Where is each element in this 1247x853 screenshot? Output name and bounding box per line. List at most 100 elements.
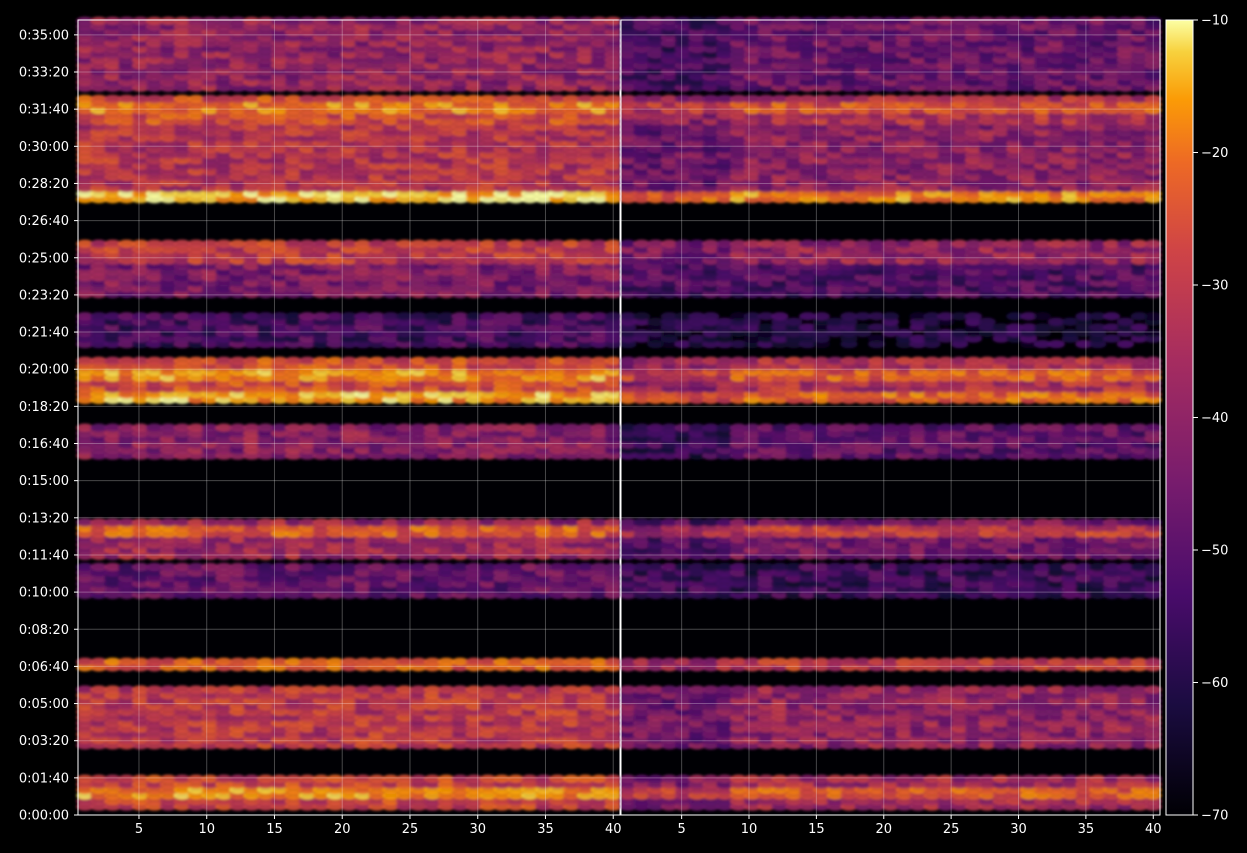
heat-cell — [284, 685, 302, 694]
x-tick-label: 10 — [198, 822, 215, 837]
heat-cell — [215, 657, 233, 666]
heat-cell — [507, 685, 525, 694]
heat-cell — [284, 774, 302, 783]
heat-cell — [396, 774, 414, 783]
heat-cell — [493, 685, 511, 694]
heat-cell — [76, 685, 94, 694]
heat-cell — [159, 562, 177, 572]
heat-cell — [521, 562, 539, 572]
heat-cell — [576, 657, 594, 666]
heat-cell — [465, 657, 483, 666]
heat-cell — [409, 518, 428, 527]
heat-cell — [173, 518, 191, 527]
heat-cell — [173, 685, 191, 694]
heat-cell — [243, 774, 261, 783]
heat-cell — [423, 518, 441, 527]
heat-cell — [437, 657, 455, 666]
heat-cell — [576, 562, 594, 572]
heat-cell — [409, 562, 428, 572]
heat-cell — [590, 562, 608, 572]
heat-cell — [382, 774, 400, 783]
heat-cell — [354, 685, 372, 694]
heat-cell — [548, 685, 567, 694]
heat-cell — [396, 657, 414, 666]
heat-cell — [76, 562, 94, 572]
heat-cell — [493, 518, 511, 527]
heat-cell — [521, 685, 539, 694]
heat-cell — [340, 685, 358, 694]
heat-cell — [187, 685, 205, 694]
heat-cell — [409, 774, 428, 783]
heat-cell — [201, 518, 219, 527]
heat-cell — [562, 562, 581, 572]
heat-cell — [396, 562, 414, 572]
heat-cell — [118, 657, 136, 666]
heat-cell — [187, 562, 205, 572]
heat-cell — [118, 562, 136, 572]
heat-cell — [548, 774, 567, 783]
panel-left-heat-cells — [76, 16, 622, 811]
heat-cell — [382, 657, 400, 666]
heat-cell — [284, 518, 302, 527]
heat-cell — [535, 657, 553, 666]
heat-cell — [270, 685, 289, 694]
x-tick-label: 15 — [266, 822, 283, 837]
heatmap-panel-right: 5 10 15 20 25 30 35 40 — [619, 16, 1162, 837]
heat-cell — [479, 518, 497, 527]
heat-cell — [535, 562, 553, 572]
heat-cell — [340, 657, 358, 666]
heat-cell — [229, 774, 247, 783]
heatmap-panel-left: 5 10 15 20 25 30 35 40 — [76, 16, 622, 837]
heat-cell — [326, 518, 344, 527]
heat-cell — [312, 562, 330, 572]
heat-cell — [76, 774, 94, 783]
heat-cell — [326, 685, 344, 694]
heat-cell — [451, 774, 469, 783]
heat-cell — [270, 518, 289, 527]
heat-cell — [340, 518, 358, 527]
heat-cell — [90, 774, 108, 783]
heat-cell — [104, 562, 122, 572]
heat-cell — [340, 562, 358, 572]
heat-cell — [479, 774, 497, 783]
heat-cell — [131, 657, 150, 666]
heat-cell — [131, 685, 150, 694]
panel-left-x-ticks: 5 10 15 20 25 30 35 40 — [135, 815, 622, 837]
heat-cell — [215, 774, 233, 783]
heat-cell — [257, 657, 275, 666]
heat-cell — [451, 657, 469, 666]
heat-cell — [298, 518, 316, 527]
heat-cell — [173, 562, 191, 572]
heat-cell — [382, 685, 400, 694]
x-tick-label: 25 — [402, 822, 419, 837]
x-tick-label: 30 — [469, 822, 486, 837]
heat-cell — [215, 685, 233, 694]
heat-cell — [229, 657, 247, 666]
heat-cell — [145, 518, 163, 527]
heat-cell — [257, 562, 275, 572]
heat-cell — [507, 562, 525, 572]
heat-cell — [590, 685, 608, 694]
heat-cell — [437, 562, 455, 572]
heat-cell — [131, 562, 150, 572]
heat-cell — [340, 774, 358, 783]
heat-cell — [590, 774, 608, 783]
heat-cell — [159, 657, 177, 666]
heat-cell — [409, 657, 428, 666]
heat-cell — [521, 774, 539, 783]
heat-cell — [90, 562, 108, 572]
heat-cell — [354, 518, 372, 527]
heat-cell — [173, 774, 191, 783]
heat-cell — [201, 685, 219, 694]
heat-cell — [479, 685, 497, 694]
heat-cell — [604, 774, 622, 783]
heat-cell — [562, 774, 581, 783]
x-tick-label: 40 — [605, 822, 622, 837]
heat-cell — [270, 562, 289, 572]
heat-cell — [590, 657, 608, 666]
heat-cell — [368, 657, 386, 666]
heat-cell — [90, 657, 108, 666]
heat-cell — [104, 657, 122, 666]
heat-cell — [562, 657, 581, 666]
